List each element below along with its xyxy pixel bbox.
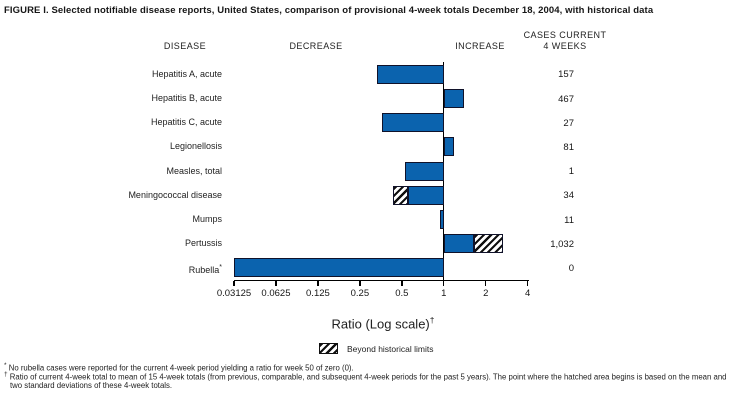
x-axis-tick: [359, 281, 361, 287]
x-axis-tick: [401, 281, 403, 287]
column-header-decrease: DECREASE: [289, 41, 343, 51]
row-cases-value: 1,032: [550, 238, 574, 250]
legend-hatch-swatch: [319, 343, 338, 354]
column-header-cases-line2: 4 WEEKS: [543, 41, 587, 51]
row-cases-value: 34: [563, 190, 574, 202]
row-label-measles-total: Measles, total: [166, 165, 222, 176]
x-axis-tick: [317, 281, 319, 287]
x-axis-tick-label: 0.125: [306, 288, 330, 299]
bar-segment: [407, 185, 444, 205]
row-cases-value: 467: [558, 93, 574, 105]
x-axis-tick: [485, 281, 487, 287]
row-label-hepatitis-a-acute: Hepatitis A, acute: [151, 68, 222, 79]
bar-segment: [381, 113, 444, 133]
x-axis-tick: [527, 281, 529, 287]
x-axis-tick: [233, 281, 235, 287]
footnote-asterisk-marker: *: [4, 361, 7, 369]
bar-segment: [234, 258, 444, 278]
column-header-cases-line1: CASES CURRENT: [523, 29, 607, 40]
row-cases-value: 1: [568, 166, 574, 178]
row-cases-value: 157: [558, 69, 574, 81]
footnote-rubella: * No rubella cases were reported for the…: [4, 361, 733, 373]
x-axis-tick-label: 1: [441, 288, 447, 299]
legend-hatch-label: Beyond historical limits: [347, 343, 434, 354]
bar-segment: [443, 234, 475, 254]
x-axis-tick-label: 4: [525, 288, 531, 299]
footnote-ratio: † Ratio of current 4-week total to mean …: [4, 370, 733, 391]
x-axis-tick-label: 2: [483, 288, 489, 299]
bar-segment: [405, 161, 444, 181]
row-cases-value: 11: [564, 214, 574, 226]
x-axis-tick: [275, 281, 277, 287]
x-axis-baseline: [234, 280, 530, 282]
bar-segment: [440, 210, 444, 229]
row-label-mumps: Mumps: [192, 214, 222, 224]
figure-title: FIGURE I. Selected notifiable disease re…: [4, 5, 654, 16]
bar-segment: [376, 64, 444, 84]
x-axis-title: Ratio (Log scale)†: [300, 315, 466, 331]
row-label-rubella: Rubella*: [188, 264, 222, 276]
row-cases-value: 27: [563, 117, 574, 129]
row-label-legionellosis: Legionellosis: [169, 141, 222, 152]
footnote-dagger-marker: †: [4, 370, 8, 378]
row-label-hepatitis-c-acute: Hepatitis C, acute: [150, 117, 222, 128]
bar-segment: [443, 137, 455, 157]
footnote-asterisk-text: No rubella cases were reported for the c…: [8, 363, 354, 373]
x-axis-tick-label: 0.25: [350, 288, 370, 299]
x-axis-title-text: Ratio (Log scale): [331, 316, 430, 332]
x-axis-title-dagger: †: [429, 315, 435, 325]
bar-segment: [443, 89, 465, 108]
x-axis-tick-label: 0.0625: [261, 288, 291, 299]
row-label-hepatitis-b-acute: Hepatitis B, acute: [151, 93, 222, 103]
x-axis-tick: [443, 281, 445, 287]
footnote-dagger-text: Ratio of current 4-week total to mean of…: [9, 372, 727, 391]
row-cases-value: 81: [563, 141, 574, 153]
column-header-increase: INCREASE: [455, 41, 505, 51]
row-label-meningococcal-disease: Meningococcal disease: [128, 189, 222, 200]
row-label-pertussis: Pertussis: [184, 238, 222, 249]
x-axis-tick-label: 0.5: [395, 288, 409, 299]
x-axis-tick-label: 0.03125: [216, 288, 252, 299]
bar-segment-beyond-limits: [474, 234, 503, 254]
row-cases-value: 0: [568, 262, 574, 274]
column-header-disease: DISEASE: [163, 41, 207, 51]
bar-segment-beyond-limits: [392, 185, 408, 205]
reference-line-ratio-1: [443, 62, 445, 282]
